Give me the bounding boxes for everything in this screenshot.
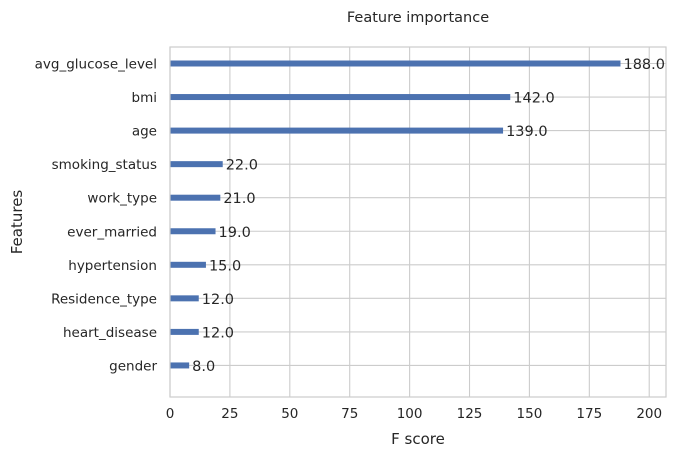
x-tick-label: 175 bbox=[576, 406, 602, 422]
bar-work_type bbox=[170, 194, 221, 201]
x-tick-label: 50 bbox=[281, 406, 298, 422]
data-label-hypertension: 15.0 bbox=[209, 258, 241, 274]
x-axis-label: F score bbox=[391, 430, 445, 448]
data-label-work_type: 21.0 bbox=[223, 191, 255, 207]
data-label-heart_disease: 12.0 bbox=[202, 325, 234, 341]
y-tick-label-Residence_type: Residence_type bbox=[51, 291, 157, 307]
data-labels: 188.0 142.0 139.0 22.0 21.0 19.0 15.0 12.0 12.0 8… bbox=[192, 57, 665, 375]
bar-smoking_status bbox=[170, 161, 223, 168]
y-tick-label-hypertension: hypertension bbox=[68, 258, 157, 274]
data-label-avg_glucose_level: 188.0 bbox=[623, 57, 665, 73]
plot-frame bbox=[169, 46, 667, 398]
y-axis-label: Features bbox=[8, 190, 26, 255]
bar-ever_married bbox=[170, 228, 216, 235]
bar-bmi bbox=[170, 94, 511, 101]
bar-hypertension bbox=[170, 261, 206, 268]
y-tick-label-avg_glucose_level: avg_glucose_level bbox=[35, 57, 157, 73]
x-tick-labels: 0 25 50 75 100 125 150 175 200 bbox=[166, 406, 662, 422]
y-tick-label-smoking_status: smoking_status bbox=[52, 157, 157, 173]
data-label-ever_married: 19.0 bbox=[219, 225, 251, 241]
bar-age bbox=[170, 127, 504, 134]
bar-avg_glucose_level bbox=[170, 60, 621, 67]
bars bbox=[170, 60, 621, 369]
bar-gender bbox=[170, 362, 190, 369]
y-tick-label-heart_disease: heart_disease bbox=[63, 325, 157, 341]
y-tick-label-age: age bbox=[132, 124, 157, 140]
y-tick-label-work_type: work_type bbox=[87, 191, 157, 207]
x-tick-label: 100 bbox=[397, 406, 423, 422]
bar-Residence_type bbox=[170, 295, 199, 302]
x-tick-label: 75 bbox=[341, 406, 358, 422]
data-label-bmi: 142.0 bbox=[513, 91, 555, 107]
data-label-smoking_status: 22.0 bbox=[226, 158, 258, 174]
y-tick-label-bmi: bmi bbox=[132, 90, 157, 106]
chart-title: Feature importance bbox=[347, 10, 489, 26]
y-tick-label-gender: gender bbox=[109, 358, 157, 374]
x-tick-label: 0 bbox=[166, 406, 175, 422]
y-tick-label-ever_married: ever_married bbox=[67, 224, 157, 240]
x-tick-label: 200 bbox=[636, 406, 662, 422]
data-label-Residence_type: 12.0 bbox=[202, 292, 234, 308]
x-tick-label: 125 bbox=[457, 406, 483, 422]
data-label-age: 139.0 bbox=[506, 124, 548, 140]
data-label-gender: 8.0 bbox=[192, 359, 215, 375]
x-tick-label: 150 bbox=[517, 406, 543, 422]
x-tick-label: 25 bbox=[221, 406, 238, 422]
bar-heart_disease bbox=[170, 328, 199, 335]
